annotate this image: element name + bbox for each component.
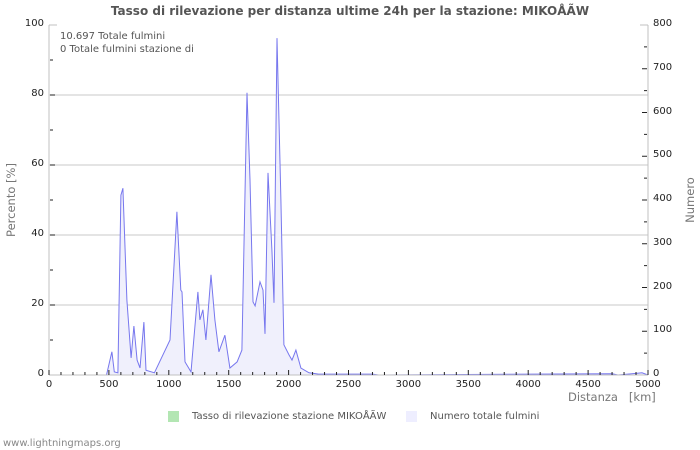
right-tick-label: 600 [653,106,672,117]
x-tick-label: 2000 [269,379,309,390]
x-tick-label: 3000 [388,379,428,390]
x-tick-label: 2500 [329,379,369,390]
left-axis-label: Percento [%] [4,163,18,237]
right-tick-label: 100 [653,324,672,335]
left-tick-label: 100 [14,18,44,29]
footer-link[interactable]: www.lightningmaps.org [3,438,121,449]
right-tick-label: 0 [653,368,659,379]
x-tick-label: 4000 [508,379,548,390]
info-station-strikes: 0 Totale fulmini stazione di [60,43,194,56]
x-tick-label: 3500 [448,379,488,390]
legend-label-detection-rate: Tasso di rilevazione stazione MIKOÅ Ã W [192,411,386,422]
grid-lines [49,95,648,305]
axes-frame [49,25,648,375]
left-tick-label: 0 [14,368,44,379]
info-total-strikes: 10.697 Totale fulmini [60,30,194,43]
x-tick-label: 1000 [149,379,189,390]
right-tick-label: 200 [653,281,672,292]
right-tick-label: 700 [653,62,672,73]
x-tick-label: 4500 [568,379,608,390]
right-tick-label: 500 [653,149,672,160]
right-tick-label: 400 [653,193,672,204]
x-tick-label: 0 [29,379,69,390]
x-tick-label: 5000 [628,379,668,390]
right-tick-label: 800 [653,18,672,29]
info-box: 10.697 Totale fulmini 0 Totale fulmini s… [60,30,194,56]
left-tick-label: 20 [14,298,44,309]
right-axis-label: Numero [683,177,697,223]
left-tick-label: 40 [14,228,44,239]
x-axis-label: Distanza [km] [568,390,656,404]
left-tick-label: 60 [14,158,44,169]
x-tick-label: 500 [89,379,129,390]
legend-swatch-total-strikes [406,411,417,422]
x-tick-label: 1500 [209,379,249,390]
left-tick-label: 80 [14,88,44,99]
series-total-strikes [49,38,648,375]
legend-swatch-detection-rate [168,411,179,422]
right-tick-label: 300 [653,237,672,248]
legend-label-total-strikes: Numero totale fulmini [430,411,539,422]
